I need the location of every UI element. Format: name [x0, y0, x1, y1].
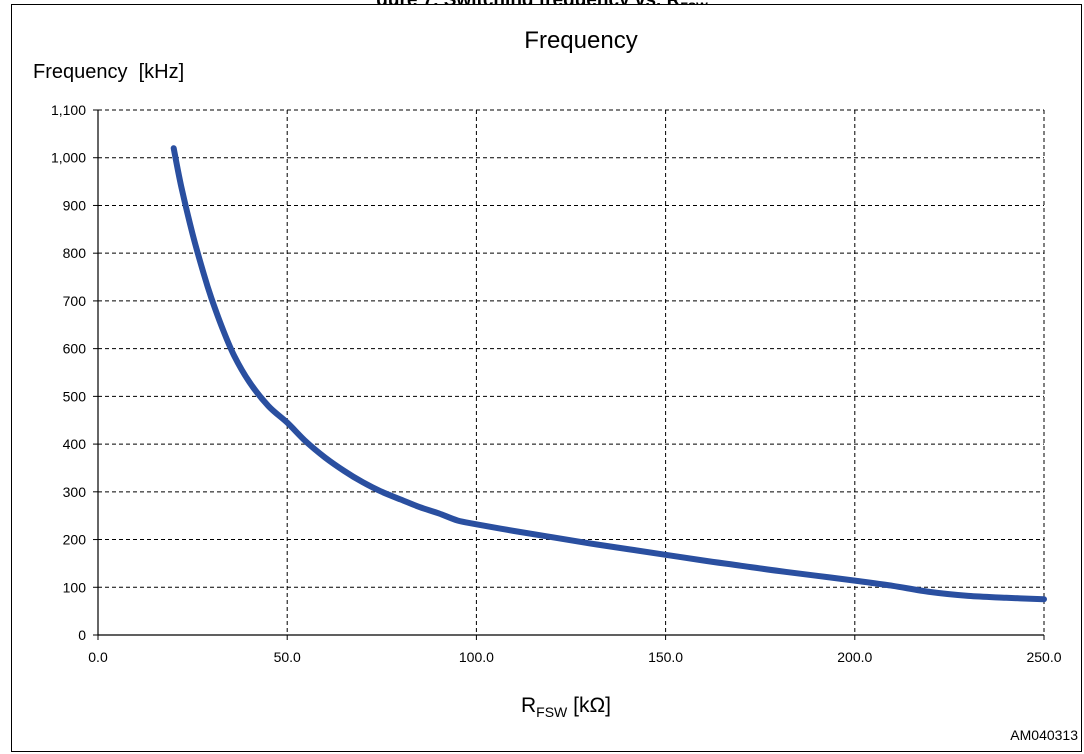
y-tick-label: 500 — [63, 388, 87, 404]
figure-id: AM040313 — [1010, 727, 1078, 743]
y-tick-label: 1,000 — [51, 150, 86, 166]
x-axis-label-unit: [kΩ] — [567, 694, 611, 717]
y-tick-label: 0 — [78, 627, 86, 643]
x-axis-label: RFSW [kΩ] — [521, 694, 611, 720]
y-tick-label: 600 — [63, 341, 87, 357]
x-tick-label: 0.0 — [88, 649, 108, 665]
y-tick-label: 800 — [63, 245, 87, 261]
axes — [93, 109, 1045, 640]
x-tick-label: 200.0 — [837, 649, 872, 665]
y-tick-label: 700 — [63, 293, 87, 309]
x-axis-label-main: R — [521, 694, 536, 717]
grid-lines — [98, 109, 1045, 635]
y-tick-label: 300 — [63, 484, 87, 500]
x-tick-label: 100.0 — [459, 649, 494, 665]
x-axis-label-subscript: FSW — [536, 704, 568, 720]
tick-labels: 0 100 200 300 400 500 600 700 800 900 1,000 1,100 0.… — [51, 102, 1062, 665]
y-tick-label: 400 — [63, 436, 87, 452]
chart-frame — [11, 4, 1082, 752]
x-tick-label: 150.0 — [648, 649, 683, 665]
chart-title: Frequency — [524, 27, 637, 54]
x-tick-label: 50.0 — [274, 649, 301, 665]
frequency-series-line — [170, 145, 1047, 603]
y-tick-label: 900 — [63, 197, 87, 213]
series-layer — [170, 145, 1047, 603]
x-tick-label: 250.0 — [1026, 649, 1061, 665]
y-tick-label: 200 — [63, 532, 87, 548]
y-axis-label: Frequency [kHz] — [33, 61, 184, 83]
y-tick-label: 100 — [63, 579, 87, 595]
y-tick-label: 1,100 — [51, 102, 86, 118]
